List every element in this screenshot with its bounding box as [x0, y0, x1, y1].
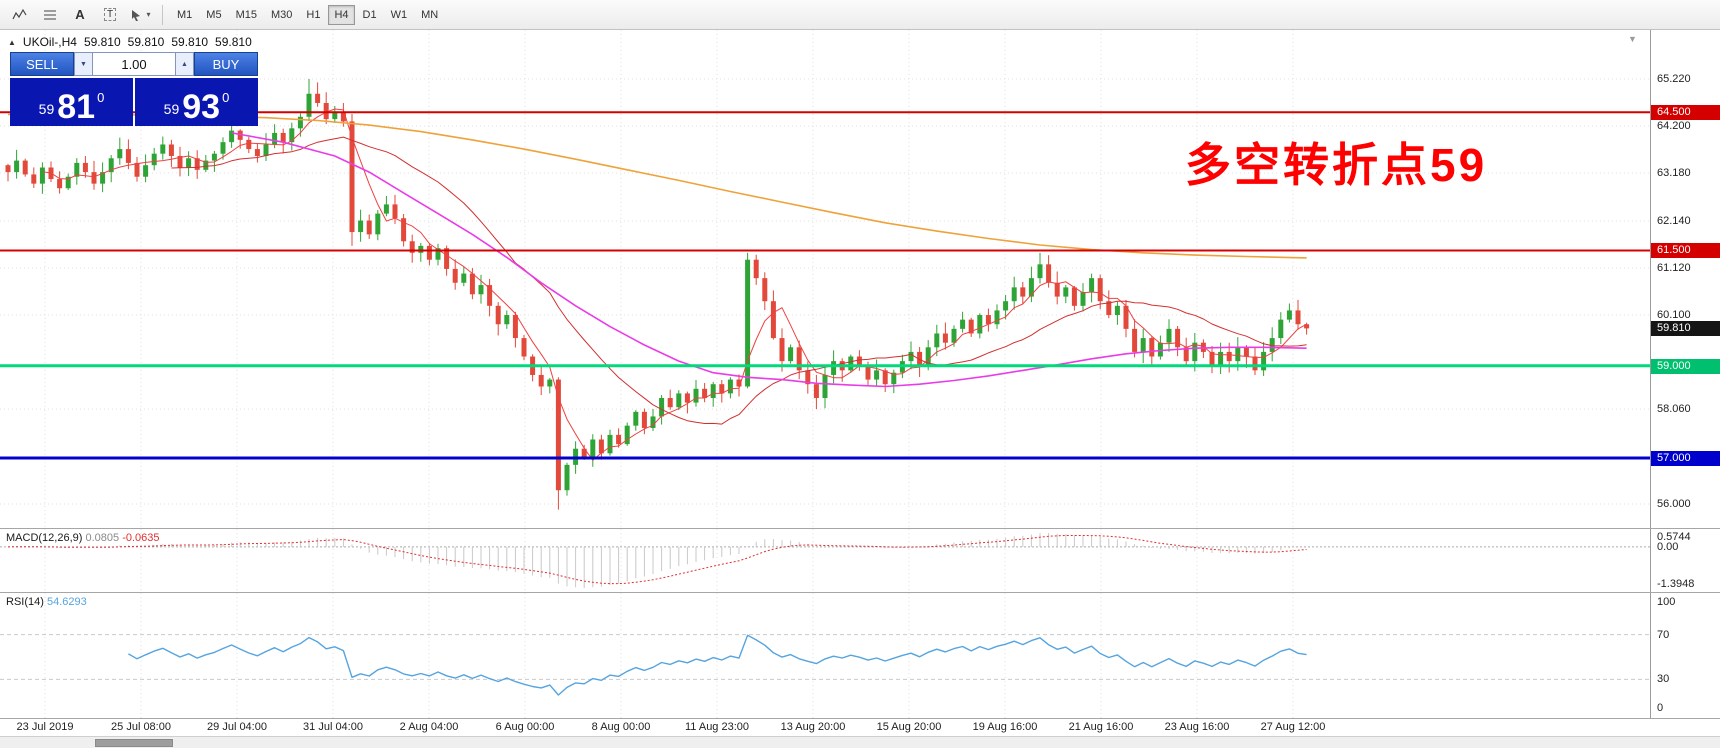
macd-scale-max: 0.5744 [1657, 531, 1691, 543]
chart-title: ▲ UKOil-,H4 59.810 59.810 59.810 59.810 [8, 35, 259, 49]
symbol-marker-icon: ▲ [8, 37, 16, 47]
time-axis-label: 11 Aug 23:00 [684, 721, 750, 733]
symbol-label: UKOil-,H4 [22, 35, 77, 49]
time-axis-label: 2 Aug 04:00 [399, 721, 459, 733]
fib-lines-button[interactable] [36, 4, 64, 26]
sell-price-pip: 0 [97, 90, 105, 105]
time-axis-label: 29 Jul 04:00 [207, 721, 267, 733]
price-badge-59.810: 59.810 [1651, 321, 1720, 336]
price-axis-label: 62.140 [1657, 215, 1691, 227]
time-axis-label: 21 Aug 16:00 [1068, 721, 1134, 733]
tf-button-D1[interactable]: D1 [357, 5, 383, 25]
volume-input[interactable] [93, 52, 175, 76]
price-axis-label: 58.060 [1657, 403, 1691, 415]
ohlc-values: 59.810 59.810 59.810 59.810 [83, 35, 252, 49]
text-label-button[interactable]: T [96, 4, 124, 26]
crosshair-indicator-button[interactable] [6, 4, 34, 26]
panel-divider[interactable] [0, 527, 1650, 531]
macd-plot[interactable] [0, 529, 1650, 592]
price-chart-plot[interactable] [0, 30, 1650, 528]
macd-panel: MACD(12,26,9) 0.0805 -0.0635 0.5744 0.00 -… [0, 528, 1720, 592]
crosshair-indicator-icon [12, 8, 28, 22]
time-axis-label: 13 Aug 20:00 [780, 721, 846, 733]
rsi-level-70: 70 [1657, 629, 1670, 641]
toolbar: A T ▾ M1 M5 M15 M30 H1 H4 D1 W1 MN [0, 0, 1720, 30]
price-axis-label: 63.180 [1657, 167, 1691, 179]
tf-button-M30[interactable]: M30 [265, 5, 298, 25]
caret-down-icon: ▼ [80, 60, 87, 68]
price-axis-label: 60.100 [1657, 309, 1691, 321]
price-axis-label: 65.220 [1657, 73, 1691, 85]
time-axis-label: 31 Jul 04:00 [303, 721, 363, 733]
tf-button-M5[interactable]: M5 [200, 5, 227, 25]
time-axis-label: 19 Aug 16:00 [972, 721, 1038, 733]
tf-button-M1[interactable]: M1 [171, 5, 198, 25]
arrow-shapes-button[interactable]: ▾ [126, 4, 154, 26]
time-axis-label: 25 Jul 08:00 [111, 721, 171, 733]
buy-price-prefix: 59 [163, 101, 180, 117]
rsi-scale-100: 100 [1657, 596, 1676, 608]
macd-label: MACD(12,26,9) 0.0805 -0.0635 [6, 532, 160, 544]
price-badge-59.000: 59.000 [1651, 359, 1720, 374]
macd-scale-zero: 0.00 [1657, 541, 1679, 553]
tf-button-H1[interactable]: H1 [300, 5, 326, 25]
rsi-level-30: 30 [1657, 673, 1670, 685]
sell-button[interactable]: SELL [10, 52, 74, 76]
time-axis[interactable]: 23 Jul 2019 25 Jul 08:00 29 Jul 04:00 31 Ju… [0, 718, 1720, 736]
macd-scale-min: -1.3948 [1657, 578, 1695, 590]
panel-divider[interactable] [0, 591, 1650, 595]
text-button[interactable]: A [66, 4, 94, 26]
caret-up-icon: ▲ [181, 60, 188, 68]
toolbar-separator [162, 4, 163, 25]
price-axis[interactable]: 65.220 64.500 64.200 63.180 62.140 61.500 61.1… [1650, 30, 1720, 528]
rsi-label: RSI(14) 54.6293 [6, 596, 87, 608]
price-axis-label: 61.120 [1657, 262, 1691, 274]
arrow-shapes-icon: ▾ [129, 8, 151, 22]
fib-lines-icon [42, 8, 58, 22]
volume-increase-button[interactable]: ▲ [175, 52, 194, 76]
scrollbar-thumb[interactable] [95, 739, 173, 747]
chart-text-annotation[interactable]: 多空转折点59 [1185, 139, 1488, 191]
time-axis-label: 6 Aug 00:00 [495, 721, 555, 733]
time-axis-label: 23 Jul 2019 [16, 721, 74, 733]
text-label-icon: T [103, 8, 117, 21]
rsi-plot[interactable] [0, 593, 1650, 718]
drawing-tools-group: A T ▾ [6, 4, 154, 26]
sell-price-prefix: 59 [38, 101, 55, 117]
time-axis-label: 8 Aug 00:00 [591, 721, 651, 733]
price-badge-61.500: 61.500 [1651, 243, 1720, 258]
time-axis-label: 27 Aug 12:00 [1260, 721, 1326, 733]
tf-button-H4[interactable]: H4 [328, 4, 355, 25]
rsi-axis[interactable]: 100 70 30 0 [1650, 593, 1720, 718]
tf-button-W1[interactable]: W1 [385, 5, 414, 25]
timeframe-group: M1 M5 M15 M30 H1 H4 D1 W1 MN [171, 4, 444, 25]
rsi-scale-0: 0 [1657, 702, 1664, 714]
rsi-panel: RSI(14) 54.6293 100 70 30 0 [0, 592, 1720, 718]
buy-price-display[interactable]: 59 93 0 [135, 78, 258, 126]
buy-price-digits: 93 [182, 87, 221, 126]
volume-decrease-button[interactable]: ▼ [74, 52, 93, 76]
horizontal-scrollbar [0, 736, 1720, 748]
macd-axis[interactable]: 0.5744 0.00 -1.3948 [1650, 529, 1720, 592]
time-axis-label: 15 Aug 20:00 [876, 721, 942, 733]
text-icon: A [75, 7, 85, 22]
price-badge-64.500: 64.500 [1651, 105, 1720, 120]
buy-price-pip: 0 [222, 90, 230, 105]
price-axis-label: 56.000 [1657, 498, 1691, 510]
one-click-trading-panel: SELL ▼ ▲ BUY 59 81 0 59 93 0 [10, 52, 258, 126]
sell-price-digits: 81 [57, 87, 96, 126]
autoscroll-marker-icon: ▼ [1628, 34, 1637, 44]
tf-button-M15[interactable]: M15 [230, 5, 263, 25]
price-badge-57.000: 57.000 [1651, 451, 1720, 466]
buy-button[interactable]: BUY [194, 52, 258, 76]
chart-area[interactable]: 65.220 64.500 64.200 63.180 62.140 61.500 61.1… [0, 30, 1720, 528]
sell-price-display[interactable]: 59 81 0 [10, 78, 133, 126]
time-axis-label: 23 Aug 16:00 [1164, 721, 1230, 733]
price-axis-label: 64.200 [1657, 120, 1691, 132]
tf-button-MN[interactable]: MN [415, 5, 444, 25]
